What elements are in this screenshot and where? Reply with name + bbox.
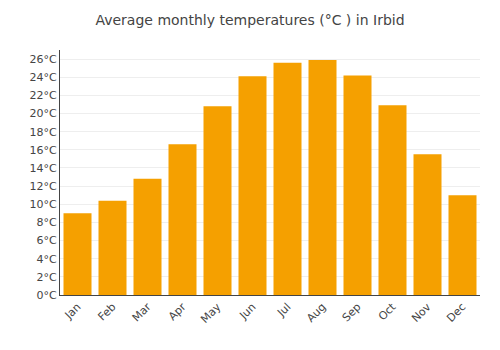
- svg-text:May: May: [198, 300, 224, 326]
- svg-text:16°C: 16°C: [30, 144, 57, 157]
- svg-text:20°C: 20°C: [30, 107, 57, 120]
- svg-text:Jan: Jan: [62, 301, 84, 323]
- svg-text:22°C: 22°C: [30, 89, 57, 102]
- svg-text:Jul: Jul: [274, 301, 293, 320]
- svg-text:Average monthly temperatures (: Average monthly temperatures (°C ) in Ir…: [95, 12, 404, 28]
- svg-text:26°C: 26°C: [30, 53, 57, 66]
- svg-text:Apr: Apr: [166, 300, 189, 323]
- svg-text:Feb: Feb: [96, 301, 119, 324]
- svg-text:Dec: Dec: [444, 301, 468, 325]
- svg-text:10°C: 10°C: [30, 198, 57, 211]
- svg-text:14°C: 14°C: [30, 162, 57, 175]
- svg-text:2°C: 2°C: [37, 271, 57, 284]
- svg-text:Sep: Sep: [340, 301, 364, 325]
- svg-text:Aug: Aug: [304, 301, 328, 325]
- svg-text:Mar: Mar: [130, 300, 154, 324]
- svg-text:Jun: Jun: [236, 300, 258, 322]
- svg-text:18°C: 18°C: [30, 126, 57, 139]
- svg-text:6°C: 6°C: [37, 234, 57, 247]
- svg-text:24°C: 24°C: [30, 71, 57, 84]
- svg-text:4°C: 4°C: [37, 253, 57, 266]
- svg-text:8°C: 8°C: [37, 216, 57, 229]
- svg-text:0°C: 0°C: [37, 289, 57, 302]
- svg-text:Nov: Nov: [409, 300, 434, 325]
- svg-text:Oct: Oct: [376, 300, 399, 323]
- svg-text:12°C: 12°C: [30, 180, 57, 193]
